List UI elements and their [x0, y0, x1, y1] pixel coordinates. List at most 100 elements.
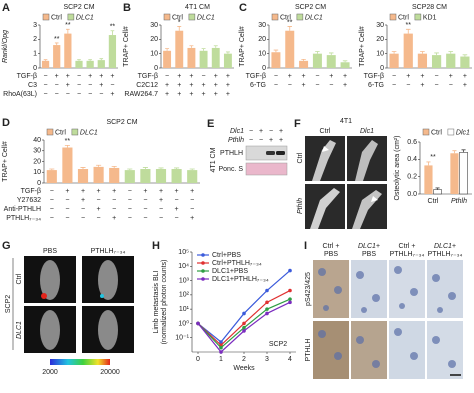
error-bar: [213, 45, 218, 48]
error-bar: [80, 167, 86, 170]
bar: [93, 166, 104, 183]
error-bar: [448, 51, 454, 54]
line: [197, 290, 291, 347]
blot-sign: +: [269, 137, 273, 144]
condition-sign: +: [288, 73, 292, 80]
condition-sign: +: [175, 188, 179, 195]
bar: [271, 52, 281, 68]
y-axis-label: TRAP+ Cell#: [123, 26, 130, 67]
panel-letter: B: [123, 2, 131, 14]
blot-sign: +: [259, 128, 263, 135]
condition-sign: +: [165, 91, 169, 98]
condition-label: TGF-β: [364, 73, 384, 80]
blot-row-label: Pthlh: [228, 137, 244, 144]
condition-label: C3: [28, 82, 37, 89]
ihc-column-label: PTHLH₇₋₃₄: [390, 251, 425, 258]
condition-sign: −: [159, 206, 163, 213]
condition-sign: −: [435, 82, 439, 89]
condition-sign: +: [190, 188, 194, 195]
mice-column-label: PBS: [43, 248, 57, 255]
bar: [64, 33, 72, 68]
point: [265, 300, 269, 305]
ihc-image: [427, 260, 463, 318]
legend-label: Ctrl+PTHLH₇₋₃₄: [212, 260, 262, 267]
condition-sign: +: [202, 82, 206, 89]
condition-sign: +: [65, 188, 69, 195]
condition-sign: +: [226, 91, 230, 98]
condition-sign: −: [112, 197, 116, 204]
bar: [97, 60, 105, 68]
legend-swatch: [67, 13, 75, 21]
condition-sign: −: [50, 197, 54, 204]
y-tick-label: 0.0: [407, 191, 417, 198]
blot-band-label: PTHLH: [220, 150, 243, 157]
legend-label: DLC1+PBS: [212, 268, 248, 275]
ihc-column-label: Ctrl +: [399, 243, 416, 250]
blot-sign: +: [279, 128, 283, 135]
ihc-column-label: Ctrl +: [323, 243, 340, 250]
condition-sign: +: [329, 73, 333, 80]
condition-sign: +: [214, 91, 218, 98]
x-tick-label: 1: [219, 356, 223, 363]
condition-sign: +: [343, 82, 347, 89]
significance: **: [287, 19, 293, 26]
error-bar: [110, 30, 115, 36]
condition-sign: −: [329, 82, 333, 89]
significance: **: [54, 36, 60, 43]
bar: [433, 189, 442, 195]
condition-sign: +: [177, 73, 181, 80]
condition-sign: −: [128, 197, 132, 204]
legend-label: DLC1: [80, 129, 98, 136]
error-bar: [315, 51, 320, 54]
legend-label: KD1: [423, 14, 437, 21]
panel-i: I Ctrl + PBS DLC1+ PBS Ctrl + PTHLH₇₋₃₄ …: [304, 240, 463, 379]
point: [196, 321, 200, 326]
mice-row-label: Ctrl: [16, 273, 23, 284]
condition-sign: −: [50, 206, 54, 213]
ihc-image: [389, 321, 425, 379]
bar: [450, 153, 459, 194]
legend-swatch: [46, 128, 54, 136]
bar: [459, 152, 468, 195]
condition-label: TGF-β: [138, 73, 158, 80]
legend-swatch: [188, 13, 196, 21]
legend-label: Ctrl: [398, 14, 409, 21]
y-tick-label: 0: [33, 65, 37, 72]
point: [288, 297, 292, 301]
condition-sign: −: [77, 82, 81, 89]
point: [219, 345, 223, 350]
condition-sign: −: [55, 91, 59, 98]
condition-sign: −: [392, 82, 396, 89]
bar: [171, 169, 182, 183]
bar: [140, 169, 151, 183]
legend-label: Dlc1: [456, 129, 470, 136]
condition-sign: +: [463, 82, 467, 89]
significance: **: [65, 138, 71, 145]
y-tick-label: 2: [33, 36, 37, 43]
bar: [163, 50, 172, 68]
panel-g: G PBS PTHLH₇₋₃₄ SCP2 Ctrl DLC1 2000 2000…: [2, 240, 134, 376]
bone: [355, 140, 378, 181]
legend-swatch: [163, 13, 171, 21]
y-tick-label: 10⁰: [178, 319, 189, 327]
condition-sign: −: [143, 215, 147, 222]
condition-sign: −: [175, 215, 179, 222]
condition-sign: +: [97, 188, 101, 195]
condition-sign: +: [343, 73, 347, 80]
condition-sign: +: [302, 73, 306, 80]
condition-sign: −: [99, 91, 103, 98]
legend-label: Ctrl+PBS: [212, 252, 241, 259]
condition-sign: +: [189, 91, 193, 98]
panel-title: SCP28 CM: [412, 4, 447, 11]
mouse: [40, 260, 60, 300]
bar: [175, 30, 184, 68]
condition-label: TGF-β: [21, 188, 41, 195]
error-bar: [435, 187, 440, 190]
condition-label: 6-TG: [368, 82, 384, 89]
condition-label: PTHLH₇₋₃₄: [6, 215, 41, 222]
condition-sign: −: [315, 82, 319, 89]
error-bar: [127, 168, 133, 171]
legend-marker: [201, 277, 205, 281]
point: [242, 329, 246, 333]
